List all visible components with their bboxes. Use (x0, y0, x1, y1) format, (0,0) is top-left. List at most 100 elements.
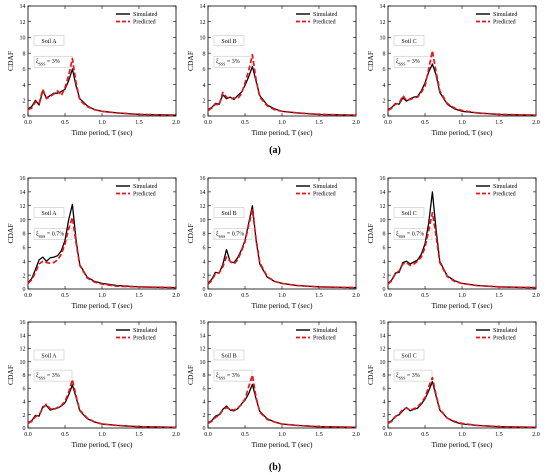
series-line-predicted (207, 209, 357, 289)
y-tick-label: 14 (380, 4, 386, 10)
y-tick-label: 2 (203, 273, 206, 279)
series-line-predicted (207, 53, 357, 117)
damping-label-box (213, 369, 253, 382)
x-tick-label: 0.0 (384, 432, 392, 438)
y-tick-label: 4 (23, 400, 26, 406)
x-tick-label: 1.5 (495, 432, 503, 438)
y-tick-label: 12 (20, 347, 26, 353)
series-line-predicted (387, 376, 537, 429)
y-tick-label: 12 (200, 204, 206, 210)
x-tick-label: 0.0 (24, 120, 32, 126)
y-tick-label: 4 (383, 400, 386, 406)
y-tick-label: 16 (20, 320, 26, 326)
y-tick-label: 16 (20, 176, 26, 182)
x-tick-label: 1.5 (135, 120, 143, 126)
legend-label-predicted: Predicted (493, 20, 516, 26)
soil-label: Soil A (41, 353, 57, 359)
x-tick-label: 2.0 (532, 432, 540, 438)
damping-label-box (33, 55, 73, 68)
y-tick-label: 0 (23, 426, 26, 432)
soil-label-box (393, 207, 425, 218)
caption-a: (a) (269, 145, 281, 156)
x-tick-label: 2.0 (172, 432, 180, 438)
series-line-simulated (207, 383, 357, 428)
y-tick-label: 10 (200, 36, 206, 42)
y-tick-label: 0 (203, 287, 206, 293)
x-tick-label: 1.5 (135, 432, 143, 438)
y-tick-label: 8 (23, 51, 26, 57)
y-tick-label: 2 (23, 98, 26, 104)
y-tick-label: 4 (23, 83, 26, 89)
x-tick-label: 1.5 (495, 120, 503, 126)
x-tick-label: 0.5 (61, 120, 69, 126)
soil-label-box (33, 35, 65, 46)
x-tick-label: 0.5 (241, 120, 249, 126)
y-tick-label: 0 (383, 426, 386, 432)
y-tick-label: 6 (23, 67, 26, 73)
y-tick-label: 14 (20, 333, 26, 339)
y-tick-label: 4 (383, 259, 386, 265)
y-tick-label: 8 (383, 232, 386, 238)
damping-label-box (393, 228, 433, 240)
y-tick-label: 14 (380, 190, 386, 196)
x-tick-label: 1.0 (458, 293, 466, 299)
legend-label-predicted: Predicted (313, 192, 336, 198)
legend-label-predicted: Predicted (133, 20, 156, 26)
x-tick-label: 0.0 (204, 432, 212, 438)
series-line-predicted (27, 378, 177, 429)
y-tick-label: 6 (203, 386, 206, 392)
y-tick-label: 10 (20, 36, 26, 42)
damping-label: ξSSS = 3% (216, 373, 240, 381)
y-axis-label: CDAF (186, 51, 195, 71)
chart-panel-7: 0 2 4 6 8 10 12 14 16 0.0 0.5 1.0 1.5 2.0 Time period,… (6, 320, 180, 449)
y-tick-label: 6 (203, 246, 206, 252)
series-line-simulated (387, 63, 537, 116)
y-tick-label: 4 (203, 400, 206, 406)
y-tick-label: 12 (20, 20, 26, 26)
y-tick-label: 12 (200, 20, 206, 26)
legend-label-simulated: Simulated (493, 12, 517, 18)
x-axis-label: Time period, T (sec) (251, 440, 313, 449)
damping-label: ξSSS = 0.7% (216, 232, 244, 240)
y-axis-label: CDAF (366, 365, 375, 385)
x-tick-label: 1.5 (495, 293, 503, 299)
y-tick-label: 12 (380, 20, 386, 26)
soil-label: Soil A (41, 39, 57, 45)
y-axis-label: CDAF (186, 365, 195, 385)
y-tick-label: 8 (203, 373, 206, 379)
damping-label: ξSSS = 3% (396, 59, 420, 66)
x-axis-label: Time period, T (sec) (71, 440, 133, 449)
damping-label-box (33, 369, 73, 382)
y-tick-label: 0 (383, 114, 386, 120)
soil-label-box (213, 35, 245, 46)
soil-label-box (213, 349, 245, 361)
y-tick-label: 10 (380, 360, 386, 366)
y-tick-label: 12 (20, 204, 26, 210)
x-axis-label: Time period, T (sec) (431, 440, 493, 449)
x-tick-label: 1.5 (315, 120, 323, 126)
series-line-predicted (27, 57, 177, 117)
y-tick-label: 8 (23, 232, 26, 238)
y-tick-label: 2 (383, 98, 386, 104)
y-tick-label: 14 (20, 190, 26, 196)
legend-label-predicted: Predicted (133, 192, 156, 198)
legend-label-simulated: Simulated (313, 12, 337, 18)
series-line-simulated (207, 65, 357, 116)
damping-label-box (213, 55, 253, 68)
soil-label: Soil B (221, 211, 236, 217)
y-tick-label: 2 (383, 413, 386, 419)
legend-label-predicted: Predicted (133, 336, 156, 342)
x-tick-label: 0.0 (384, 293, 392, 299)
y-tick-label: 14 (380, 333, 386, 339)
soil-label-box (213, 207, 245, 218)
x-tick-label: 0.5 (61, 293, 69, 299)
x-axis-label: Time period, T (sec) (431, 301, 493, 310)
y-tick-label: 14 (20, 4, 26, 10)
x-tick-label: 2.0 (532, 120, 540, 126)
soil-label-box (393, 349, 425, 361)
y-tick-label: 10 (200, 218, 206, 224)
y-tick-label: 4 (203, 259, 206, 265)
legend-label-predicted: Predicted (493, 192, 516, 198)
x-tick-label: 0.0 (384, 120, 392, 126)
chart-panel-2: 0 2 4 6 8 10 12 14 0.0 0.5 1.0 1.5 2.0 Time period, T… (186, 4, 360, 137)
